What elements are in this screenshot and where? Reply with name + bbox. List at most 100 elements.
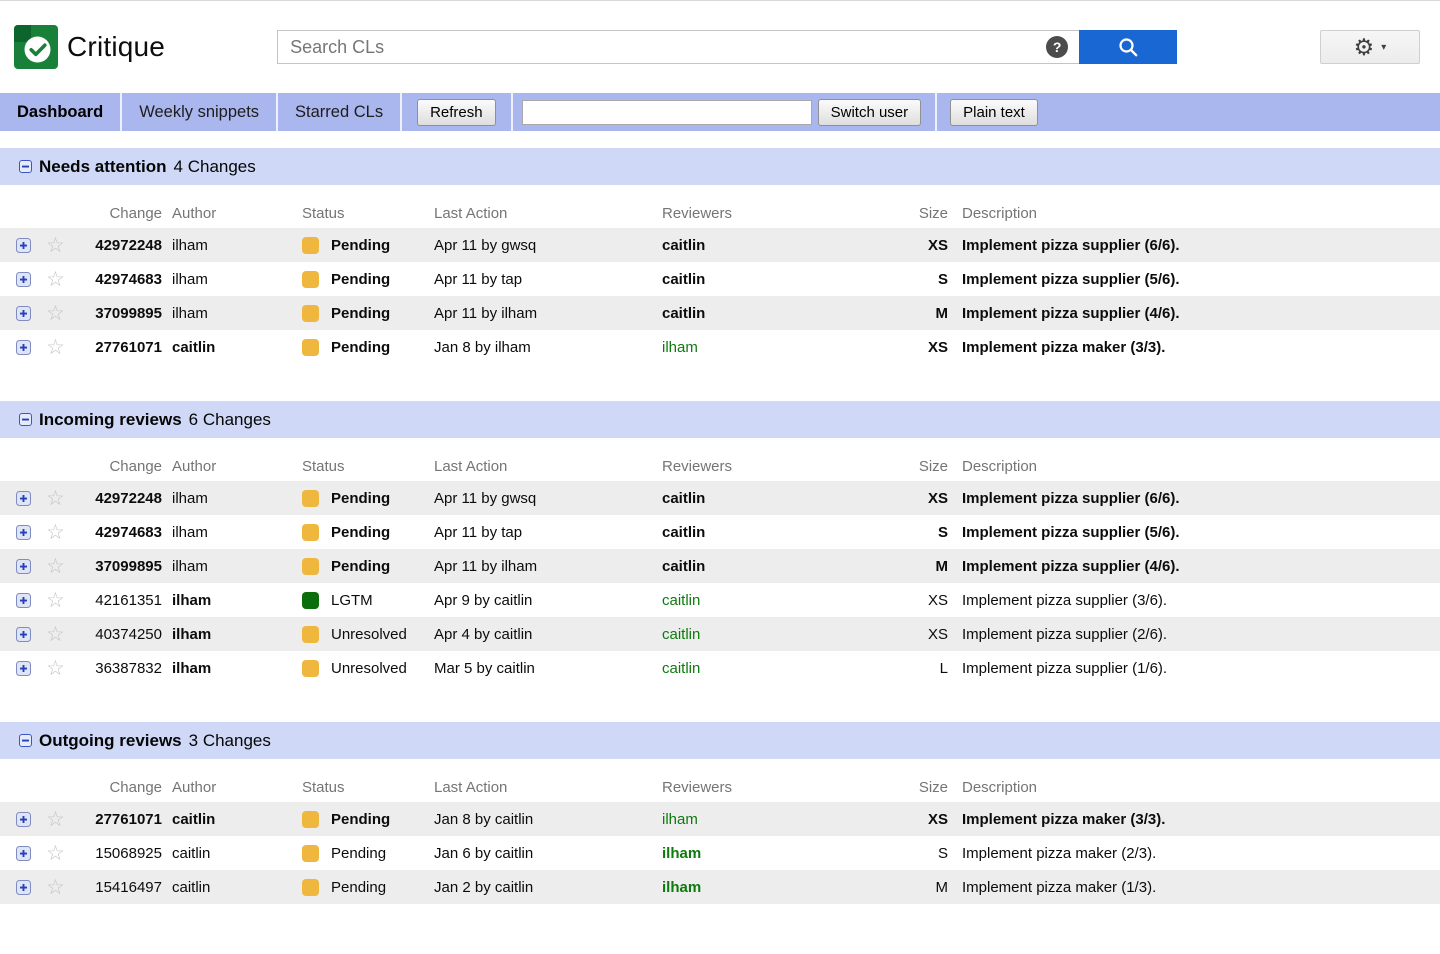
star-icon[interactable]: ☆: [46, 657, 65, 679]
column-header-last-action: Last Action: [434, 457, 508, 475]
search-icon: [1116, 35, 1140, 59]
expand-icon[interactable]: [15, 811, 31, 827]
last-action-cell: Apr 11 by tap: [434, 270, 523, 288]
status-cell: Pending: [302, 810, 434, 828]
change-number-link[interactable]: 42972248: [95, 489, 162, 507]
column-header-size: Size: [918, 778, 948, 796]
status-cell: Unresolved: [302, 625, 434, 643]
change-number-link[interactable]: 15068925: [95, 844, 162, 862]
author-cell: ilham: [172, 591, 212, 609]
status-chip-icon: [302, 625, 319, 643]
description-cell: Implement pizza supplier (5/6).: [962, 523, 1180, 541]
collapse-icon[interactable]: [19, 734, 32, 747]
section-header: Incoming reviews 6 Changes: [0, 401, 1440, 438]
expand-icon[interactable]: [15, 558, 31, 574]
reviewers-cell: caitlin: [662, 305, 888, 322]
star-icon[interactable]: ☆: [46, 336, 65, 358]
tab-starred-cls[interactable]: Starred CLs: [295, 103, 384, 121]
status-label: Pending: [331, 338, 391, 356]
tab-dashboard[interactable]: Dashboard: [17, 103, 104, 121]
star-icon[interactable]: ☆: [46, 808, 65, 830]
reviewers-cell: caitlin: [662, 237, 888, 254]
change-number-link[interactable]: 37099895: [95, 557, 162, 575]
plain-text-button[interactable]: Plain text: [950, 98, 1038, 126]
expand-icon[interactable]: [15, 879, 31, 895]
search-input[interactable]: [277, 30, 1080, 64]
size-cell: XS: [927, 810, 948, 828]
star-icon[interactable]: ☆: [46, 842, 65, 864]
author-cell: ilham: [172, 270, 208, 288]
change-number-link[interactable]: 27761071: [95, 338, 162, 356]
reviewers-cell: ilham: [662, 339, 888, 356]
collapse-icon[interactable]: [19, 413, 32, 426]
star-icon[interactable]: ☆: [46, 555, 65, 577]
section-title: Needs attention: [39, 156, 167, 176]
tab-weekly-snippets[interactable]: Weekly snippets: [139, 103, 260, 121]
status-cell: Pending: [302, 844, 434, 862]
expand-icon[interactable]: [15, 237, 31, 253]
expand-icon[interactable]: [15, 524, 31, 540]
last-action-cell: Apr 11 by ilham: [434, 557, 538, 575]
star-icon[interactable]: ☆: [46, 268, 65, 290]
status-label: Pending: [331, 236, 391, 254]
expand-icon[interactable]: [15, 845, 31, 861]
expand-icon[interactable]: [15, 592, 31, 608]
refresh-button[interactable]: Refresh: [417, 98, 496, 126]
expand-icon[interactable]: [15, 626, 31, 642]
change-number-link[interactable]: 42161351: [95, 591, 162, 609]
star-icon[interactable]: ☆: [46, 521, 65, 543]
last-action-cell: Jan 2 by caitlin: [434, 878, 534, 896]
star-icon[interactable]: ☆: [46, 589, 65, 611]
change-number-link[interactable]: 42974683: [95, 523, 162, 541]
expand-icon[interactable]: [15, 490, 31, 506]
switch-user-input[interactable]: [521, 99, 812, 125]
status-chip-icon: [302, 810, 319, 828]
table-row: ☆ 15416497 caitlin Pending Jan 2 by cait…: [0, 870, 1440, 904]
status-label: Unresolved: [331, 625, 407, 643]
change-number-link[interactable]: 37099895: [95, 304, 162, 322]
section-count: 3 Changes: [188, 730, 271, 750]
critique-logo-icon: [14, 25, 58, 69]
change-number-link[interactable]: 42974683: [95, 270, 162, 288]
tab-separator: [276, 93, 279, 131]
star-icon[interactable]: ☆: [46, 876, 65, 898]
reviewers-cell: caitlin: [662, 660, 888, 677]
size-cell: XS: [927, 625, 948, 643]
change-number-link[interactable]: 15416497: [95, 878, 162, 896]
top-bar: Critique ? ⚙ ▾: [0, 1, 1440, 93]
expand-icon[interactable]: [15, 305, 31, 321]
star-icon[interactable]: ☆: [46, 487, 65, 509]
search-button[interactable]: [1079, 30, 1178, 64]
star-icon[interactable]: ☆: [46, 302, 65, 324]
star-icon[interactable]: ☆: [46, 234, 65, 256]
description-cell: Implement pizza supplier (5/6).: [962, 270, 1180, 288]
reviewer-name: caitlin: [662, 659, 701, 677]
star-icon[interactable]: ☆: [46, 623, 65, 645]
size-cell: XS: [927, 489, 948, 507]
change-number-link[interactable]: 36387832: [95, 659, 162, 677]
column-header-author: Author: [172, 457, 217, 475]
change-number-link[interactable]: 27761071: [95, 810, 162, 828]
change-number-link[interactable]: 40374250: [95, 625, 162, 643]
status-chip-icon: [302, 338, 319, 356]
author-cell: ilham: [172, 659, 212, 677]
author-cell: ilham: [172, 304, 208, 322]
section-rows: ☆ 27761071 caitlin Pending Jan 8 by cait…: [0, 802, 1440, 904]
description-cell: Implement pizza supplier (3/6).: [962, 591, 1168, 609]
status-label: Pending: [331, 878, 387, 896]
expand-icon[interactable]: [15, 339, 31, 355]
reviewers-cell: caitlin: [662, 592, 888, 609]
settings-button[interactable]: ⚙ ▾: [1320, 30, 1420, 64]
reviewer-name: caitlin: [662, 236, 706, 254]
expand-icon[interactable]: [15, 660, 31, 676]
help-icon[interactable]: ?: [1046, 36, 1069, 58]
change-number-link[interactable]: 42972248: [95, 236, 162, 254]
status-chip-icon: [302, 236, 319, 254]
column-header-reviewers: Reviewers: [662, 457, 733, 475]
column-header-author: Author: [172, 204, 217, 222]
column-header-row: Change Author Status Last Action Reviewers Si…: [0, 451, 1440, 481]
switch-user-button[interactable]: Switch user: [817, 98, 922, 126]
gear-icon: ⚙: [1353, 33, 1375, 60]
expand-icon[interactable]: [15, 271, 31, 287]
collapse-icon[interactable]: [19, 160, 32, 173]
